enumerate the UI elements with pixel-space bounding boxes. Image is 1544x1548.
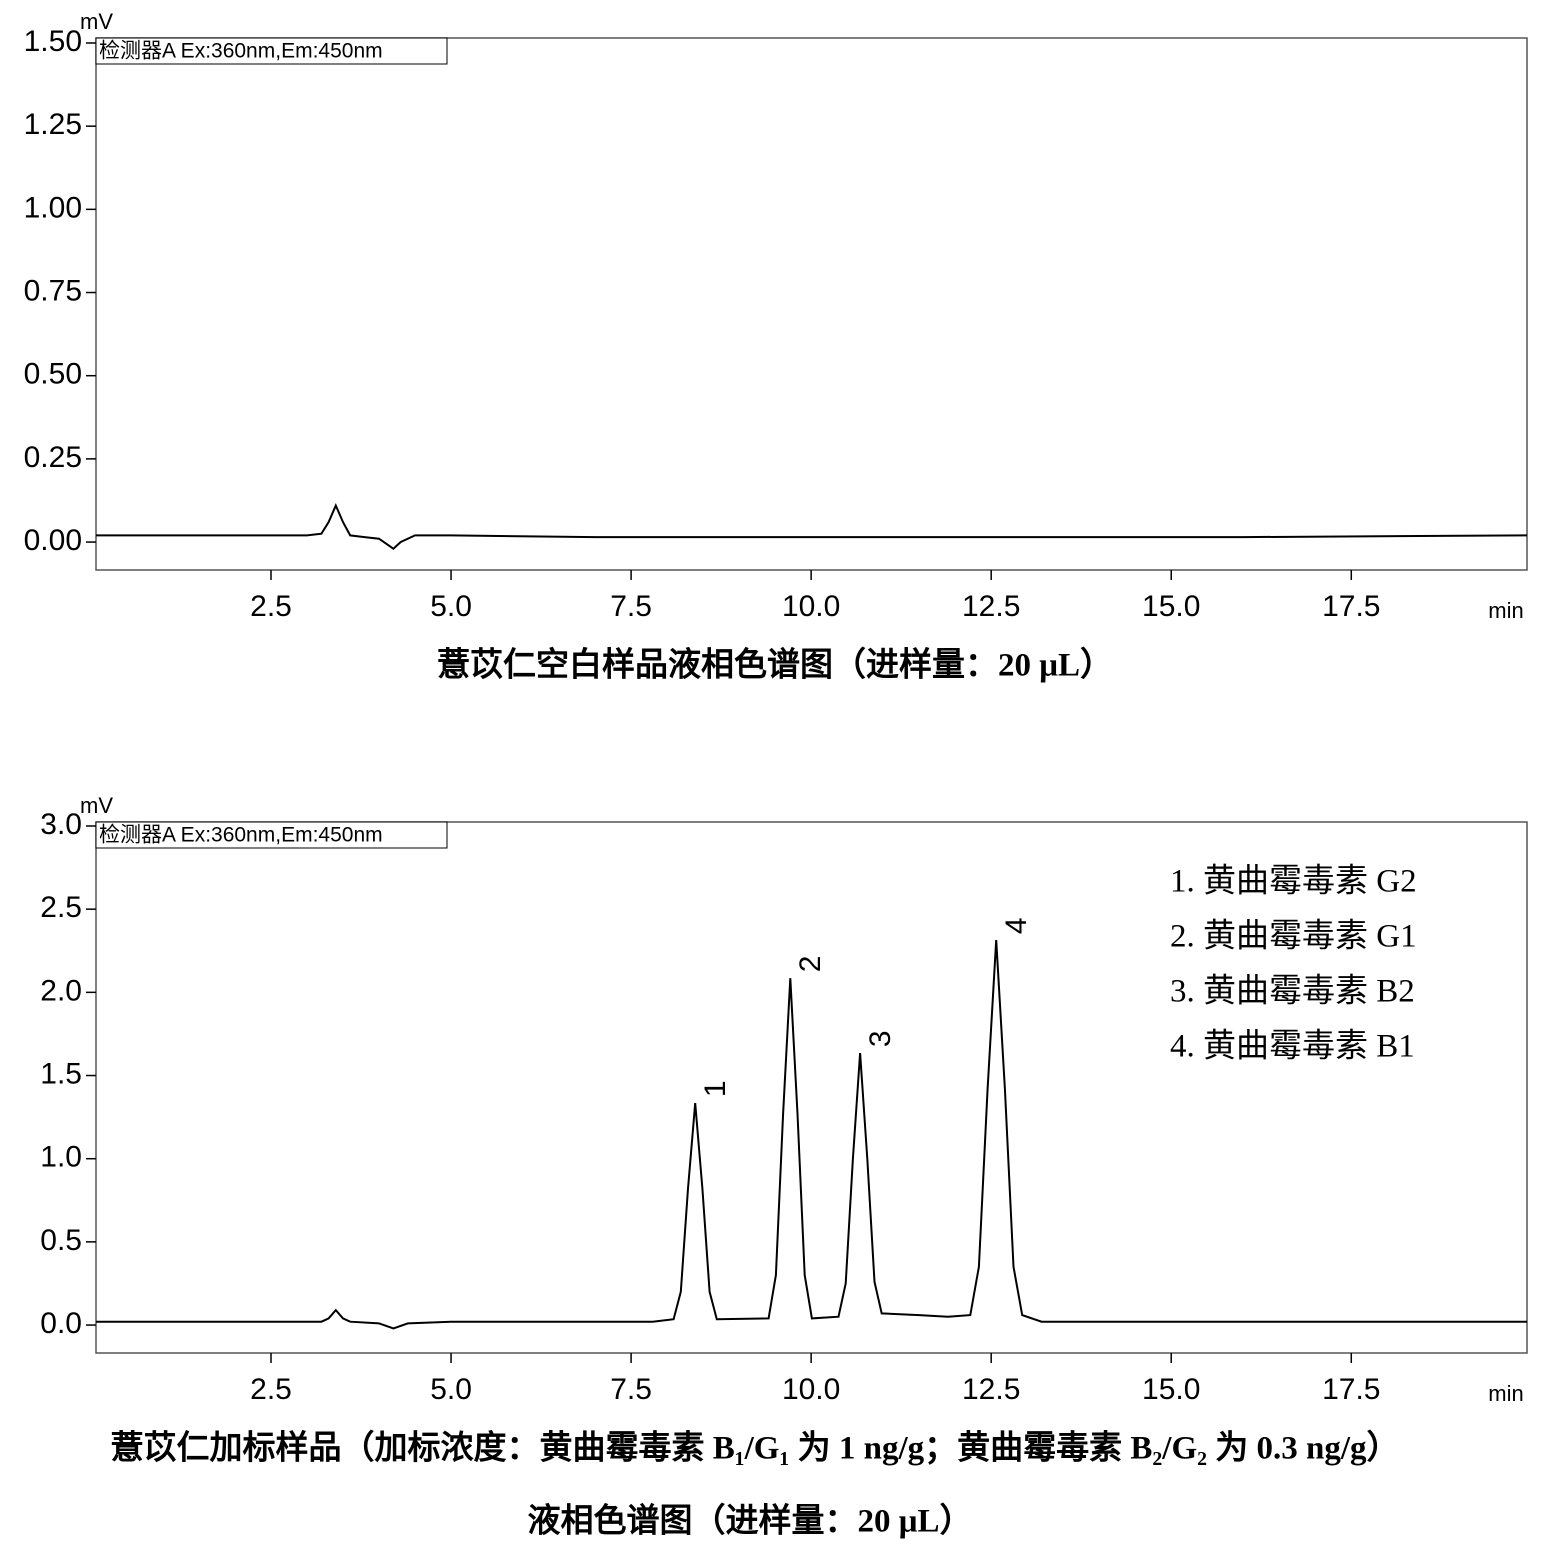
- peak-label: 3: [864, 1030, 897, 1047]
- detector-label: 检测器A Ex:360nm,Em:450nm: [99, 824, 383, 847]
- peak-label: 1: [699, 1080, 732, 1097]
- x-unit: min: [1488, 598, 1523, 623]
- y-unit: mV: [80, 793, 113, 818]
- y-tick-label: 1.00: [24, 191, 82, 224]
- trace: [96, 940, 1527, 1330]
- x-tick-label: 12.5: [962, 590, 1020, 623]
- x-tick-label: 2.5: [250, 590, 292, 623]
- y-unit: mV: [80, 9, 113, 34]
- y-tick-label: 2.0: [40, 974, 82, 1007]
- x-tick-label: 10.0: [782, 1373, 840, 1406]
- x-tick-label: 10.0: [782, 590, 840, 623]
- y-tick-label: 1.25: [24, 108, 82, 141]
- caption: 薏苡仁加标样品（加标浓度：黄曲霉毒素 B₁/G₁ 为 1 ng/g；黄曲霉毒素 …: [110, 1430, 1399, 1467]
- legend-item: 4. 黄曲霉毒素 B1: [1170, 1028, 1415, 1065]
- plot-frame: [95, 821, 1528, 1354]
- peak-label: 2: [794, 956, 827, 973]
- y-tick-label: 0.50: [24, 358, 82, 391]
- y-tick-label: 0.0: [40, 1307, 82, 1340]
- x-tick-label: 15.0: [1142, 1373, 1200, 1406]
- y-tick-label: 0.5: [40, 1224, 82, 1257]
- x-tick-label: 5.0: [430, 590, 472, 623]
- trace: [96, 502, 1528, 550]
- y-tick-label: 0.00: [24, 524, 82, 557]
- y-tick-label: 3.0: [40, 808, 82, 841]
- x-tick-label: 17.5: [1322, 590, 1380, 623]
- x-tick-label: 15.0: [1142, 590, 1200, 623]
- x-unit: min: [1488, 1381, 1523, 1406]
- x-tick-label: 7.5: [610, 590, 652, 623]
- legend-item: 1. 黄曲霉毒素 G2: [1170, 863, 1417, 900]
- x-tick-label: 2.5: [250, 1373, 292, 1406]
- detector-box: [95, 37, 448, 65]
- y-tick-label: 0.25: [24, 441, 82, 474]
- caption: 液相色谱图（进样量：20 μL）: [528, 1503, 973, 1540]
- x-tick-label: 5.0: [430, 1373, 472, 1406]
- legend-item: 2. 黄曲霉毒素 G1: [1170, 918, 1417, 955]
- plot-frame: [95, 37, 1528, 571]
- y-tick-label: 2.5: [40, 891, 82, 924]
- detector-label: 检测器A Ex:360nm,Em:450nm: [99, 40, 383, 63]
- legend-item: 3. 黄曲霉毒素 B2: [1170, 973, 1415, 1010]
- peak-label: 4: [1000, 917, 1033, 934]
- y-tick-label: 0.75: [24, 274, 82, 307]
- x-tick-label: 17.5: [1322, 1373, 1380, 1406]
- x-tick-label: 12.5: [962, 1373, 1020, 1406]
- detector-box: [95, 821, 448, 849]
- x-tick-label: 7.5: [610, 1373, 652, 1406]
- caption: 薏苡仁空白样品液相色谱图（进样量：20 μL）: [437, 647, 1113, 684]
- y-tick-label: 1.50: [24, 25, 82, 58]
- y-tick-label: 1.5: [40, 1057, 82, 1090]
- y-tick-label: 1.0: [40, 1141, 82, 1174]
